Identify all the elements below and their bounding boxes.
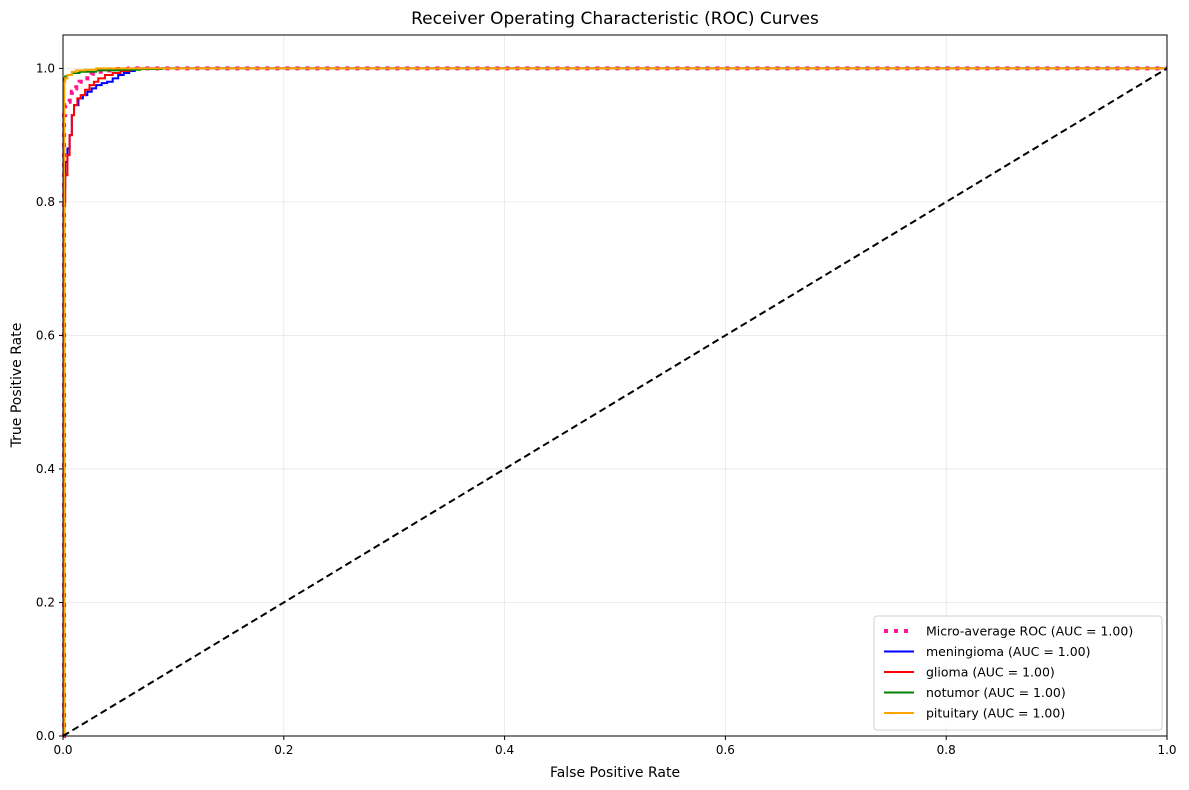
x-axis-title: False Positive Rate bbox=[550, 765, 680, 781]
legend-label-notumor: notumor (AUC = 1.00) bbox=[926, 685, 1066, 700]
series-line-pituitary bbox=[63, 67, 1167, 737]
plot-frame bbox=[62, 34, 1168, 737]
x-tick-label: 0.6 bbox=[716, 743, 735, 757]
y-tick-label: 1.0 bbox=[36, 61, 55, 75]
y-tick-label: 0.0 bbox=[36, 729, 55, 743]
legend-label-microaverage: Micro-average ROC (AUC = 1.00) bbox=[926, 624, 1133, 639]
diagonal-reference-line bbox=[62, 67, 1168, 737]
series-line-microaverage bbox=[62, 66, 1167, 738]
x-tick-label: 0.4 bbox=[495, 743, 514, 757]
roc-curves bbox=[62, 66, 1168, 738]
x-axis-ticks: 0.0 0.2 0.4 0.6 0.8 1.0 bbox=[53, 736, 1177, 757]
y-tick-label: 0.8 bbox=[36, 195, 55, 209]
y-axis-title: True Positive Rate bbox=[9, 323, 25, 449]
legend-box bbox=[873, 615, 1163, 731]
x-tick-label: 0.2 bbox=[274, 743, 293, 757]
legend-label-pituitary: pituitary (AUC = 1.00) bbox=[926, 706, 1065, 721]
x-tick-label: 0.0 bbox=[53, 743, 72, 757]
chart-title: Receiver Operating Characteristic (ROC) … bbox=[411, 9, 819, 29]
legend: Micro-average ROC (AUC = 1.00) meningioma… bbox=[873, 615, 1163, 731]
y-tick-label: 0.6 bbox=[36, 328, 55, 342]
y-axis-ticks: 0.0 0.2 0.4 0.6 0.8 1.0 bbox=[36, 61, 63, 743]
y-tick-label: 0.4 bbox=[36, 462, 55, 476]
legend-label-meningioma: meningioma (AUC = 1.00) bbox=[926, 644, 1090, 659]
legend-label-glioma: glioma (AUC = 1.00) bbox=[926, 665, 1055, 680]
x-tick-label: 0.8 bbox=[937, 743, 956, 757]
x-tick-label: 1.0 bbox=[1157, 743, 1176, 757]
grid-lines bbox=[62, 35, 1168, 737]
y-tick-label: 0.2 bbox=[36, 595, 55, 609]
